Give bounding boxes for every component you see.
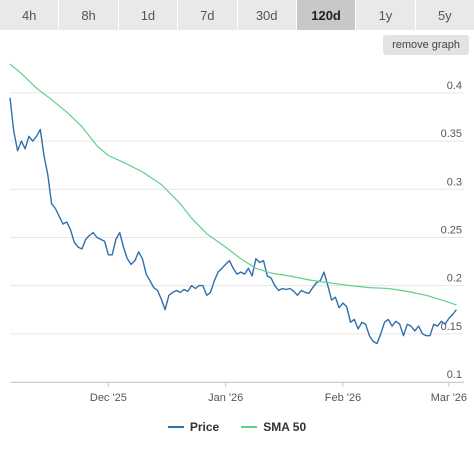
tab-4h[interactable]: 4h <box>0 0 60 30</box>
y-tick-label: 0.35 <box>441 128 462 140</box>
legend-swatch-price <box>167 426 184 428</box>
legend-label-price: Price <box>189 420 220 434</box>
tab-7d[interactable]: 7d <box>178 0 238 30</box>
x-tick-label: Mar '26 <box>431 392 467 404</box>
tab-1y[interactable]: 1y <box>356 0 416 30</box>
tab-8h[interactable]: 8h <box>59 0 119 30</box>
tab-5y[interactable]: 5y <box>415 0 474 30</box>
legend-item-sma[interactable]: SMA 50 <box>241 420 306 434</box>
legend-swatch-sma <box>241 426 258 428</box>
legend: Price SMA 50 <box>0 420 474 434</box>
y-tick-label: 0.25 <box>441 224 462 236</box>
x-tick-label: Dec '25 <box>90 392 127 404</box>
y-tick-label: 0.2 <box>447 273 462 285</box>
y-tick-label: 0.1 <box>447 369 462 381</box>
range-tabs: 4h 8h 1d 7d 30d 120d 1y 5y <box>0 0 474 30</box>
price-series-line <box>9 97 457 345</box>
x-tick-label: Jan '26 <box>208 392 243 404</box>
sma-series-line <box>9 63 457 306</box>
tab-30d[interactable]: 30d <box>237 0 297 30</box>
y-tick-label: 0.3 <box>447 176 462 188</box>
tab-1d[interactable]: 1d <box>118 0 179 30</box>
legend-label-sma: SMA 50 <box>263 420 307 434</box>
legend-item-price[interactable]: Price <box>167 420 220 434</box>
y-tick-label: 0.4 <box>447 80 462 92</box>
x-tick-label: Feb '26 <box>325 392 361 404</box>
remove-graph-button[interactable]: remove graph <box>383 35 469 55</box>
tab-120d[interactable]: 120d <box>296 0 357 30</box>
